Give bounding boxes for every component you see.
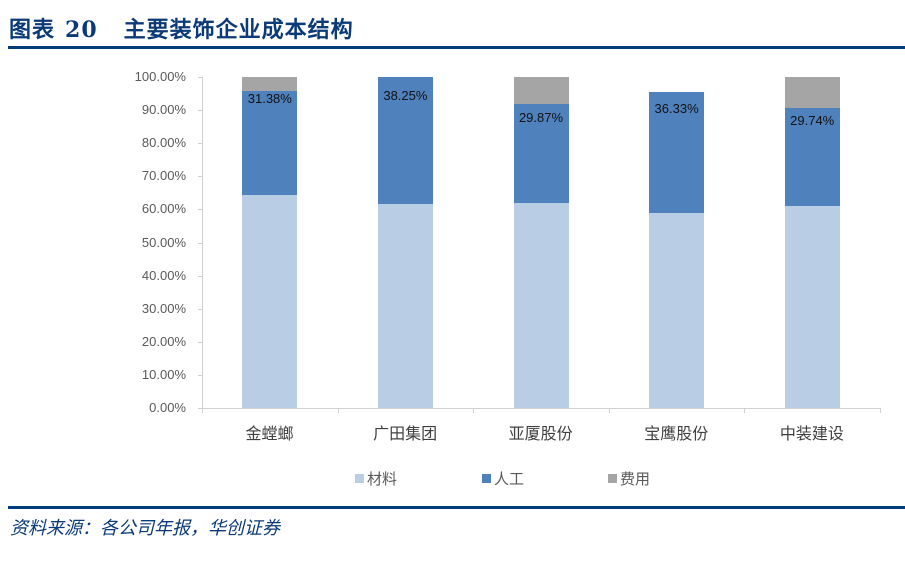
bar-segment-labor	[513, 104, 569, 204]
legend-label: 费用	[620, 470, 651, 488]
legend-label: 人工	[494, 470, 525, 488]
y-tick-mark	[198, 209, 202, 211]
y-tick-label: 30.00%	[141, 300, 186, 316]
figure-number: 20	[65, 17, 98, 43]
legend-swatch-icon	[482, 474, 491, 483]
y-tick-label: 60.00%	[141, 201, 186, 217]
data-label: 36.33%	[654, 100, 699, 116]
y-tick-mark	[198, 176, 202, 178]
x-tick-mark	[473, 408, 475, 413]
bar-segment-labor	[377, 77, 433, 204]
x-tick-mark	[744, 408, 746, 413]
y-tick-label: 70.00%	[141, 168, 186, 184]
y-tick-mark	[198, 275, 202, 277]
bar-segment-material	[242, 194, 298, 408]
y-tick-label: 90.00%	[141, 102, 186, 118]
y-tick-label: 20.00%	[141, 333, 186, 349]
legend-label: 材料	[367, 470, 398, 488]
x-tick-label: 亚厦股份	[508, 424, 573, 443]
bar-segment-labor	[649, 92, 705, 213]
legend-item: 材料	[355, 468, 397, 489]
y-tick-label: 50.00%	[141, 234, 186, 250]
data-label: 38.25%	[383, 88, 428, 104]
legend-item: 费用	[608, 468, 650, 489]
y-tick-mark	[198, 374, 202, 376]
bar-segment-material	[513, 203, 569, 408]
legend-item: 人工	[482, 468, 524, 489]
y-tick-label: 40.00%	[141, 267, 186, 283]
figure-title: 图表 20 主要装饰企业成本结构	[9, 12, 354, 44]
y-tick-mark	[198, 341, 202, 343]
bar-segment-material	[649, 212, 705, 408]
legend-swatch-icon	[608, 474, 617, 483]
source-note: 资料来源：各公司年报，华创证券	[10, 518, 280, 539]
x-tick-label: 宝鹰股份	[644, 424, 709, 443]
stacked-bar-chart: 0.00% 10.00% 20.00% 30.00% 40.00% 50.00% 60.00…	[0, 0, 905, 506]
bar-2: 29.87%	[513, 0, 569, 506]
bar-segment-expense	[513, 77, 569, 105]
y-tick-mark	[198, 77, 202, 78]
bar-0: 31.38%	[242, 0, 298, 506]
x-tick-label: 广田集团	[373, 424, 438, 443]
bar-segment-material	[784, 206, 840, 408]
y-tick-label: 0.00%	[149, 400, 186, 415]
legend-swatch-icon	[355, 474, 364, 483]
y-tick-mark	[198, 242, 202, 244]
bar-4: 29.74%	[784, 0, 840, 506]
header-rule	[8, 46, 905, 49]
x-tick-label: 金螳螂	[245, 424, 294, 443]
x-tick-mark	[337, 408, 339, 413]
footer-rule	[8, 506, 905, 509]
x-axis	[202, 408, 880, 409]
bar-segment-labor	[242, 90, 298, 195]
bar-segment-material	[377, 203, 433, 408]
legend: 材料 人工 费用	[0, 468, 905, 490]
x-tick-mark	[202, 408, 203, 413]
bar-segment-expense	[242, 77, 298, 91]
y-tick-mark	[198, 308, 202, 310]
figure-label: 图表	[9, 17, 56, 43]
y-tick-label: 80.00%	[141, 135, 186, 151]
bar-1: 38.25%	[377, 0, 433, 506]
bar-segment-expense	[784, 77, 840, 108]
x-tick-mark	[608, 408, 610, 413]
bar-segment-labor	[784, 107, 840, 207]
x-tick-label: 中装建设	[779, 424, 844, 443]
data-label: 29.74%	[790, 112, 835, 128]
y-tick-label: 100.00%	[134, 69, 186, 84]
y-tick-mark	[198, 143, 202, 145]
data-label: 31.38%	[247, 90, 292, 106]
data-label: 29.87%	[518, 109, 564, 125]
figure-title-text: 主要装饰企业成本结构	[123, 17, 354, 43]
bar-3: 36.33%	[649, 0, 705, 506]
y-tick-mark	[198, 110, 202, 112]
y-tick-mark	[198, 408, 202, 409]
y-axis	[202, 77, 203, 408]
x-tick-mark	[880, 408, 881, 413]
y-tick-label: 10.00%	[141, 366, 186, 382]
